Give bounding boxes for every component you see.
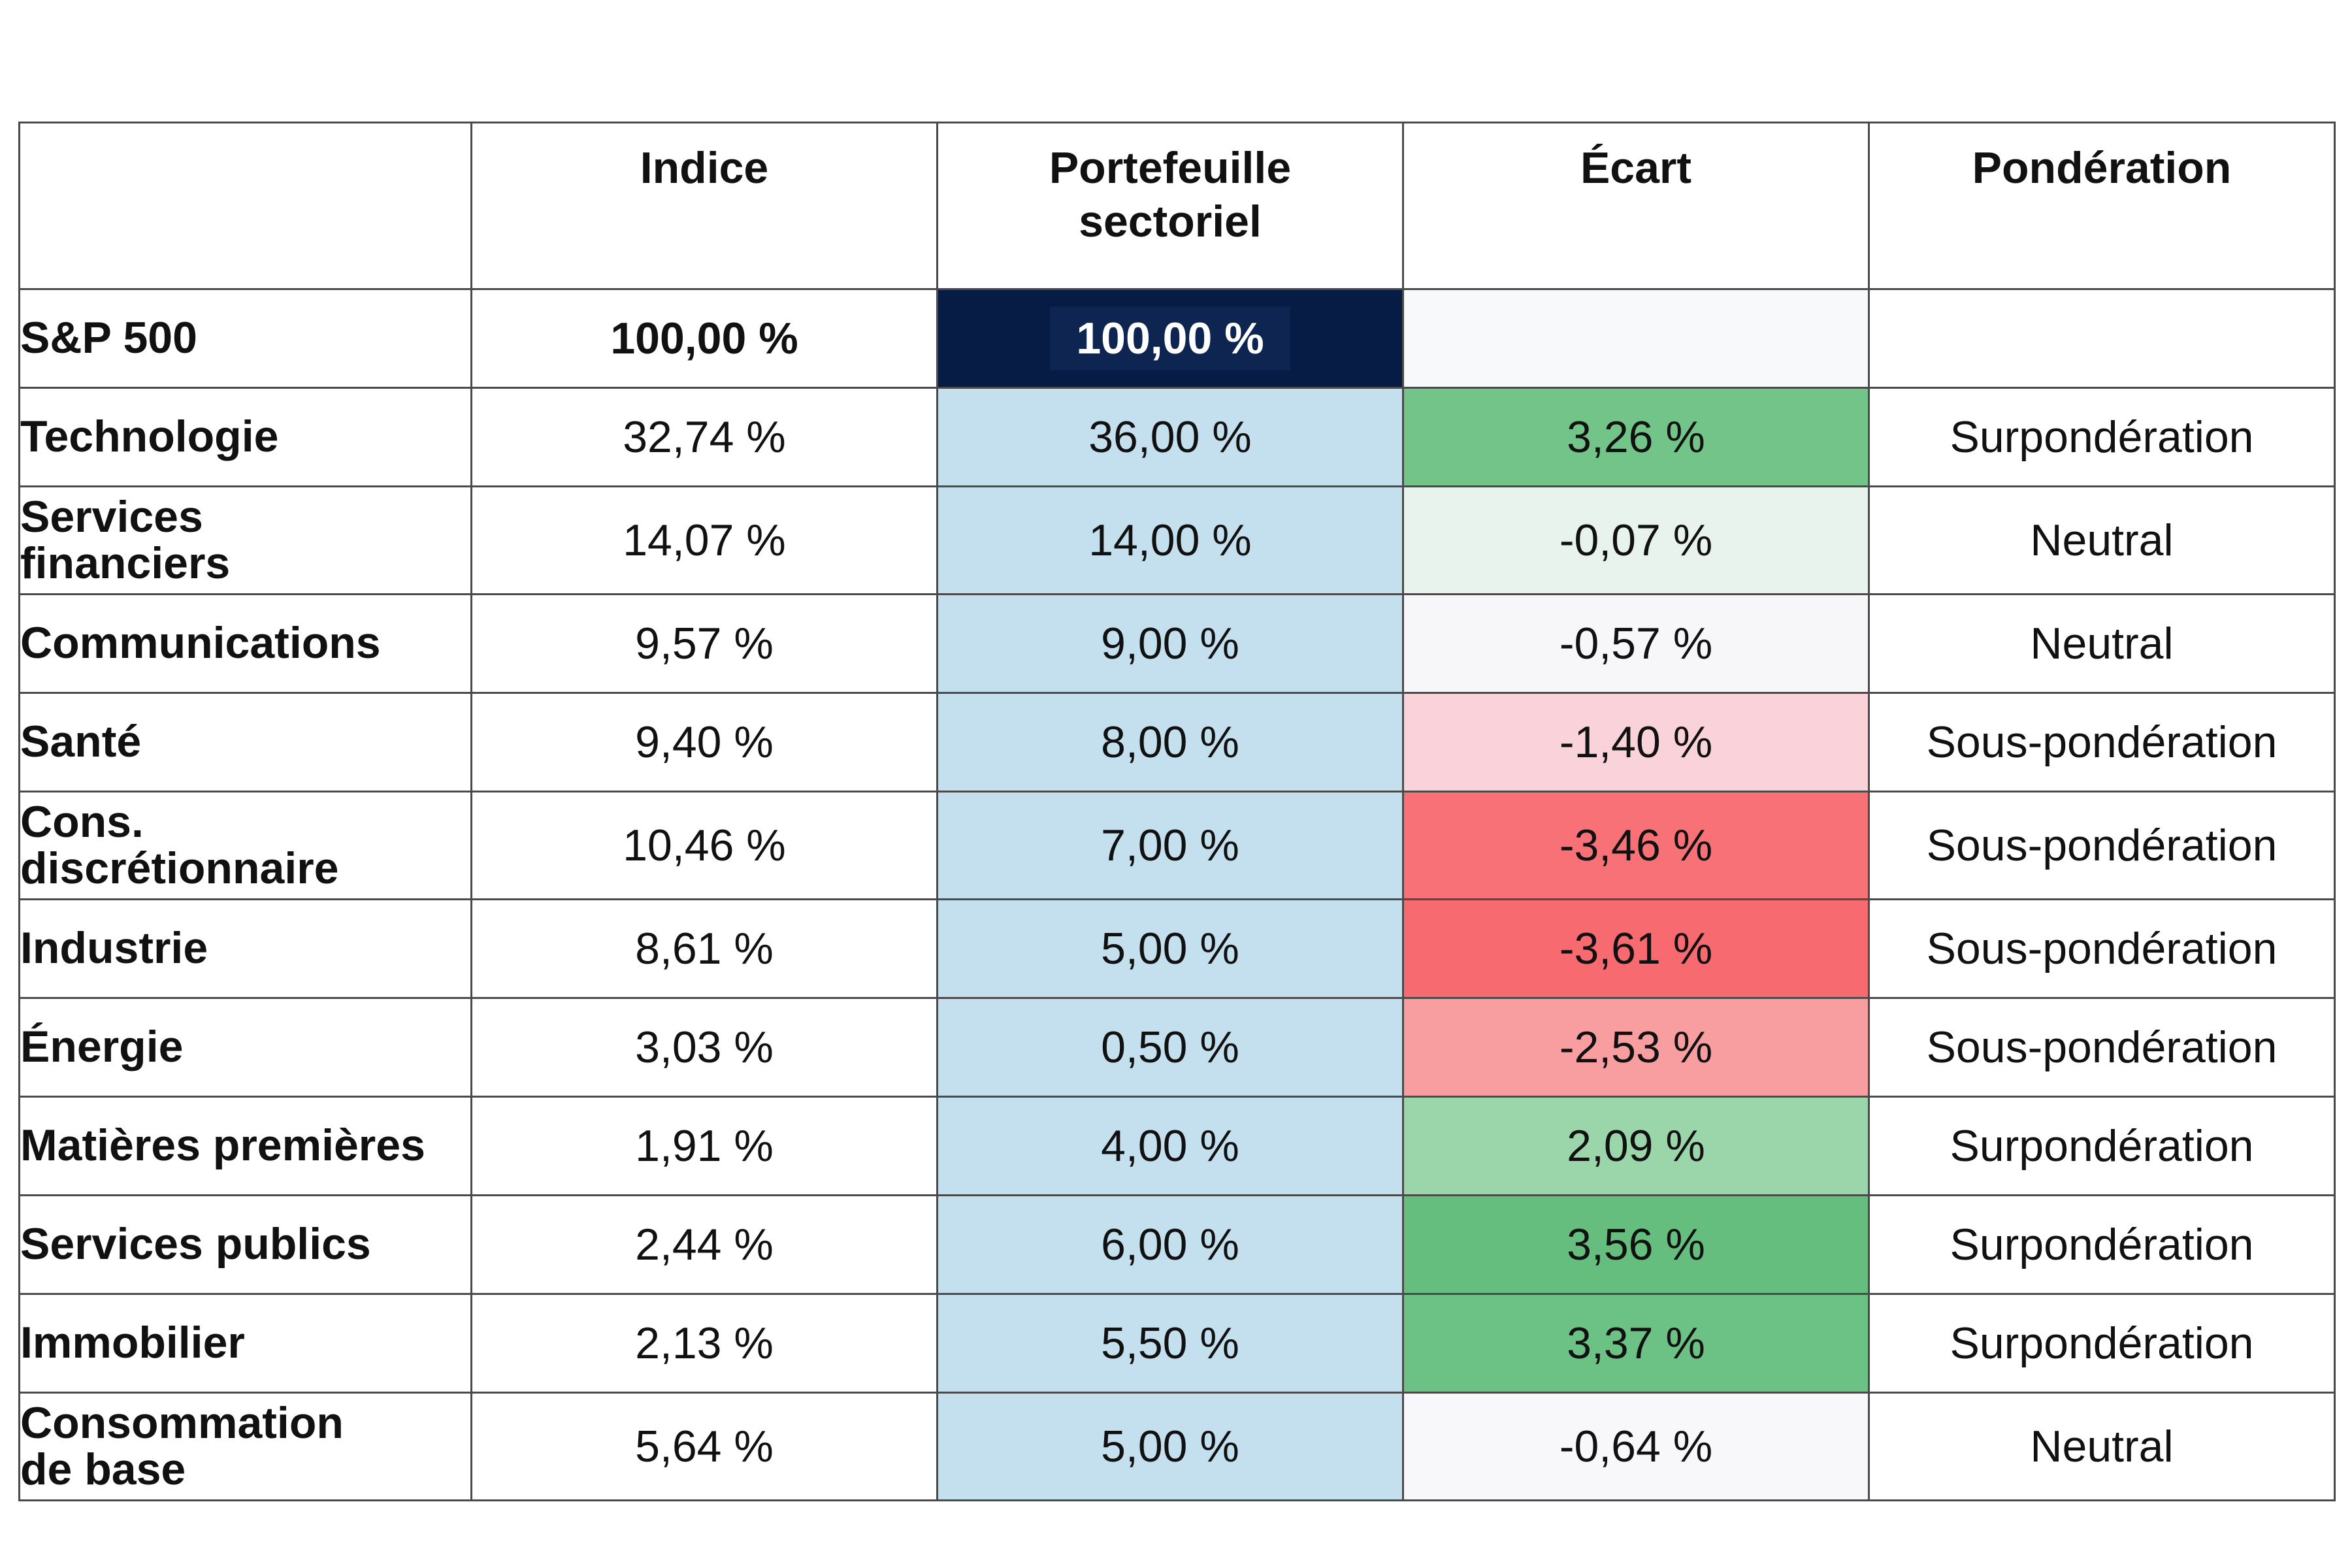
- table-row: Services publics 2,44 % 6,00 % 3,56 % Surpon…: [18, 1194, 2336, 1295]
- sector-label: Matières premières: [18, 1096, 472, 1196]
- table-row: Immobilier 2,13 % 5,50 % 3,37 % Surpondérati…: [18, 1293, 2336, 1394]
- index-value: 5,64 %: [470, 1392, 938, 1501]
- portfolio-value: 6,00 %: [936, 1194, 1404, 1295]
- header-label-cell: [18, 122, 472, 290]
- gap-value: 3,37 %: [1402, 1293, 1870, 1394]
- table-row: Énergie 3,03 % 0,50 % -2,53 % Sous-pondérati…: [18, 997, 2336, 1098]
- total-portfolio: 100,00 %: [936, 288, 1404, 389]
- gap-value: 3,26 %: [1402, 387, 1870, 487]
- total-gap: [1402, 288, 1870, 389]
- gap-value: -0,07 %: [1402, 485, 1870, 595]
- table-row: Consommation de base 5,64 % 5,00 % -0,64 % Ne…: [18, 1392, 2336, 1501]
- weighting-value: Sous-pondération: [1868, 898, 2336, 999]
- sector-label-line: Matières premières: [20, 1120, 425, 1171]
- header-weighting-cell: Pondération: [1868, 122, 2336, 290]
- header-index-cell: Indice: [470, 122, 938, 290]
- sector-label-line: Communications: [20, 618, 381, 668]
- sector-label: Services publics: [18, 1194, 472, 1295]
- sector-label-line: Services publics: [20, 1219, 371, 1269]
- portfolio-value: 0,50 %: [936, 997, 1404, 1098]
- sector-label: Communications: [18, 593, 472, 694]
- portfolio-value: 5,00 %: [936, 1392, 1404, 1501]
- gap-value: -2,53 %: [1402, 997, 1870, 1098]
- weighting-value: Neutral: [1868, 1392, 2336, 1501]
- gap-value: -1,40 %: [1402, 692, 1870, 792]
- sector-label: Industrie: [18, 898, 472, 999]
- weighting-value: Sous-pondération: [1868, 692, 2336, 792]
- portfolio-value: 5,50 %: [936, 1293, 1404, 1394]
- gap-value: -3,61 %: [1402, 898, 1870, 999]
- sector-label-line: Immobilier: [20, 1318, 245, 1368]
- sector-label-line: Services: [20, 491, 203, 542]
- gap-value: -0,57 %: [1402, 593, 1870, 694]
- table-row: Services financiers 14,07 % 14,00 % -0,07 % N…: [18, 485, 2336, 595]
- sector-label: Immobilier: [18, 1293, 472, 1394]
- index-value: 1,91 %: [470, 1096, 938, 1196]
- index-value: 14,07 %: [470, 485, 938, 595]
- header-row: Indice Portefeuille sectoriel Écart Pond…: [18, 122, 2336, 290]
- index-value: 3,03 %: [470, 997, 938, 1098]
- weighting-value: Surpondération: [1868, 1293, 2336, 1394]
- sector-label-line: Technologie: [20, 412, 279, 462]
- index-value: 9,40 %: [470, 692, 938, 792]
- sector-label: Consommation de base: [18, 1392, 472, 1501]
- sector-allocation-table: Indice Portefeuille sectoriel Écart Pond…: [18, 122, 2336, 1501]
- index-value: 32,74 %: [470, 387, 938, 487]
- weighting-value: Neutral: [1868, 485, 2336, 595]
- table-row: Santé 9,40 % 8,00 % -1,40 % Sous-pondération: [18, 692, 2336, 792]
- header-portfolio-line-1: Portefeuille: [1049, 143, 1292, 193]
- sector-label-line: Consommation: [20, 1397, 344, 1448]
- sector-label-line: discrétionnaire: [20, 843, 339, 893]
- weighting-value: Neutral: [1868, 593, 2336, 694]
- weighting-value: Surpondération: [1868, 1194, 2336, 1295]
- portfolio-value: 7,00 %: [936, 791, 1404, 900]
- sector-label: Santé: [18, 692, 472, 792]
- portfolio-value: 14,00 %: [936, 485, 1404, 595]
- weighting-value: Surpondération: [1868, 387, 2336, 487]
- portfolio-value: 8,00 %: [936, 692, 1404, 792]
- total-weighting: [1868, 288, 2336, 389]
- sector-label-line: Cons.: [20, 796, 144, 847]
- table-row: Industrie 8,61 % 5,00 % -3,61 % Sous-pondéra…: [18, 898, 2336, 999]
- total-row: S&P 500 100,00 % 100,00 %: [18, 288, 2336, 389]
- gap-value: 2,09 %: [1402, 1096, 1870, 1196]
- sector-label: Technologie: [18, 387, 472, 487]
- gap-value: -3,46 %: [1402, 791, 1870, 900]
- gap-value: 3,56 %: [1402, 1194, 1870, 1295]
- table-row: Communications 9,57 % 9,00 % -0,57 % Neutral: [18, 593, 2336, 694]
- sector-label-line: financiers: [20, 538, 231, 588]
- gap-value: -0,64 %: [1402, 1392, 1870, 1501]
- weighting-value: Sous-pondération: [1868, 791, 2336, 900]
- sector-label: Services financiers: [18, 485, 472, 595]
- portfolio-value: 5,00 %: [936, 898, 1404, 999]
- index-value: 10,46 %: [470, 791, 938, 900]
- portfolio-value: 9,00 %: [936, 593, 1404, 694]
- table-row: Matières premières 1,91 % 4,00 % 2,09 % Surp…: [18, 1096, 2336, 1196]
- sector-label-line: Énergie: [20, 1022, 184, 1072]
- portfolio-value: 4,00 %: [936, 1096, 1404, 1196]
- header-portfolio-line-2: sectoriel: [1079, 196, 1262, 246]
- sector-label: Cons. discrétionnaire: [18, 791, 472, 900]
- weighting-value: Sous-pondération: [1868, 997, 2336, 1098]
- index-value: 2,13 %: [470, 1293, 938, 1394]
- index-value: 9,57 %: [470, 593, 938, 694]
- header-gap-cell: Écart: [1402, 122, 1870, 290]
- sector-label-line: Santé: [20, 717, 142, 767]
- total-label: S&P 500: [18, 288, 472, 389]
- sector-label-line: Industrie: [20, 923, 208, 973]
- table-row: Cons. discrétionnaire 10,46 % 7,00 % -3,46 %…: [18, 791, 2336, 900]
- table-row: Technologie 32,74 % 36,00 % 3,26 % Surpondér…: [18, 387, 2336, 487]
- index-value: 2,44 %: [470, 1194, 938, 1295]
- weighting-value: Surpondération: [1868, 1096, 2336, 1196]
- index-value: 8,61 %: [470, 898, 938, 999]
- total-index: 100,00 %: [470, 288, 938, 389]
- header-portfolio-cell: Portefeuille sectoriel: [936, 122, 1404, 290]
- portfolio-value: 36,00 %: [936, 387, 1404, 487]
- sector-label-line: de base: [20, 1445, 186, 1494]
- sector-label: Énergie: [18, 997, 472, 1098]
